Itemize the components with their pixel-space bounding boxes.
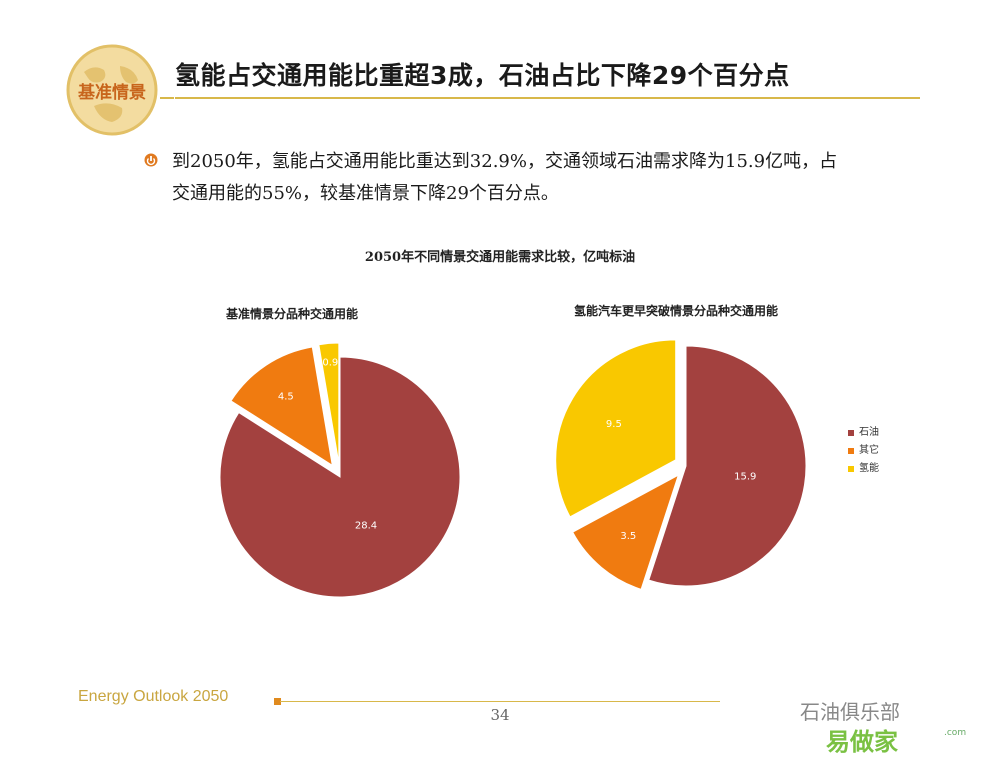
pie-slice-1 (230, 346, 333, 467)
pie-label-2: 9.5 (606, 419, 622, 430)
pie-right-title: 氢能汽车更早突破情景分品种交通用能 (574, 304, 779, 318)
bullet-text: 到2050年，氢能占交通用能比重达到32.9%，交通领域石油需求降为15.9亿吨… (172, 146, 932, 210)
legend-label-hydrogen: 氢能 (859, 463, 879, 474)
pie-label-0: 15.9 (734, 471, 756, 482)
pie-left-title: 基准情景分品种交通用能 (226, 307, 359, 321)
legend-swatch-oil (848, 430, 854, 436)
page-title: 氢能占交通用能比重超3成，石油占比下降29个百分点 (175, 61, 790, 90)
pie-label-1: 3.5 (620, 531, 636, 542)
footer-brand: Energy Outlook 2050 (78, 688, 229, 705)
logo: 基准情景 (66, 44, 158, 136)
watermark: 石油俱乐部 (800, 700, 900, 724)
bullet-icon (144, 153, 158, 167)
footer-rule (280, 701, 720, 702)
pie-slice-2 (555, 339, 677, 518)
pie-slice-1 (572, 474, 680, 590)
bullet-line-2: 交通用能的55%，较基准情景下降29个百分点。 (172, 183, 559, 204)
pie-slice-2 (318, 342, 340, 464)
legend: 石油 其它 氢能 (848, 424, 879, 478)
chart-super-title: 2050年不同情景交通用能需求比较，亿吨标油 (364, 250, 636, 265)
legend-swatch-other (848, 448, 854, 454)
pie-label-2: 0.9 (322, 357, 338, 368)
footer-marker (274, 698, 281, 705)
legend-label-oil: 石油 (859, 427, 879, 438)
logo-text: 基准情景 (77, 82, 146, 103)
legend-label-other: 其它 (859, 445, 879, 456)
legend-item-hydrogen: 氢能 (848, 460, 879, 478)
pie-right: 15.9 3.5 9.5 (555, 339, 807, 590)
legend-item-oil: 石油 (848, 424, 879, 442)
page-number: 34 (490, 706, 510, 724)
watermark-com: .com (944, 728, 967, 738)
bullet-line-1: 到2050年，氢能占交通用能比重达到32.9%，交通领域石油需求降为15.9亿吨… (172, 151, 838, 172)
pie-slice-0 (648, 345, 807, 587)
pie-slice-0 (219, 356, 461, 598)
watermark-sub: 易做家 (826, 728, 898, 756)
pie-label-0: 28.4 (355, 520, 377, 531)
legend-item-other: 其它 (848, 442, 879, 460)
pie-label-1: 4.5 (278, 391, 294, 402)
pie-left: 28.4 4.5 0.9 (219, 342, 461, 598)
legend-swatch-hydrogen (848, 466, 854, 472)
title-underline-left (160, 97, 174, 99)
title-underline (175, 97, 920, 99)
